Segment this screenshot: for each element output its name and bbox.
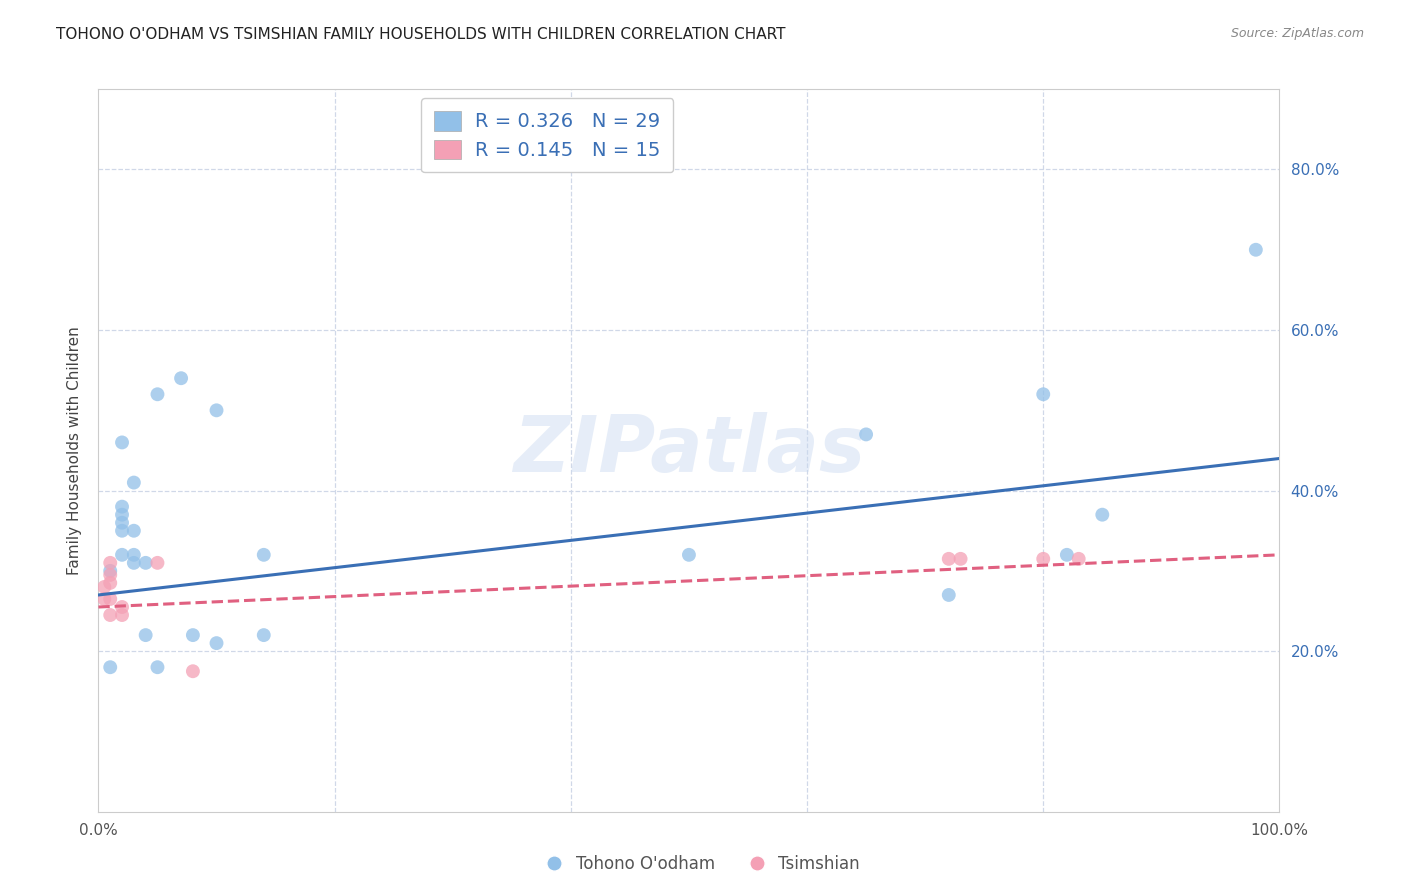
Point [111,608,134,623]
Legend: Tohono O'odham, Tsimshian: Tohono O'odham, Tsimshian [540,848,866,880]
Point [111,599,134,614]
Point [98,608,121,623]
Point [205,636,228,650]
Point [98,556,121,570]
Point [93,580,115,594]
Point [111,516,134,530]
Point [98,576,121,591]
Y-axis label: Family Households with Children: Family Households with Children [66,326,82,574]
Text: ZIPatlas: ZIPatlas [513,412,865,489]
Point [170,371,193,385]
Point [253,548,276,562]
Point [122,524,145,538]
Point [98,568,121,582]
Point [146,387,169,401]
Point [98,660,121,674]
Point [1067,551,1090,566]
Point [146,556,169,570]
Point [135,628,157,642]
Point [111,435,134,450]
Text: TOHONO O'ODHAM VS TSIMSHIAN FAMILY HOUSEHOLDS WITH CHILDREN CORRELATION CHART: TOHONO O'ODHAM VS TSIMSHIAN FAMILY HOUSE… [56,27,786,42]
Point [1244,243,1267,257]
Point [122,548,145,562]
Point [253,628,276,642]
Point [111,508,134,522]
Point [122,475,145,490]
Point [855,427,877,442]
Point [135,556,157,570]
Legend: R = 0.326   N = 29, R = 0.145   N = 15: R = 0.326 N = 29, R = 0.145 N = 15 [422,98,673,172]
Point [1056,548,1078,562]
Point [205,403,228,417]
Point [122,556,145,570]
Point [98,564,121,578]
Text: Source: ZipAtlas.com: Source: ZipAtlas.com [1230,27,1364,40]
Point [938,551,960,566]
Point [146,660,169,674]
Point [111,500,134,514]
Point [949,551,972,566]
Point [678,548,700,562]
Point [938,588,960,602]
Point [1091,508,1114,522]
Point [181,664,204,679]
Point [93,592,115,607]
Point [111,524,134,538]
Point [111,548,134,562]
Point [1032,551,1054,566]
Point [181,628,204,642]
Point [98,592,121,607]
Point [1032,387,1054,401]
